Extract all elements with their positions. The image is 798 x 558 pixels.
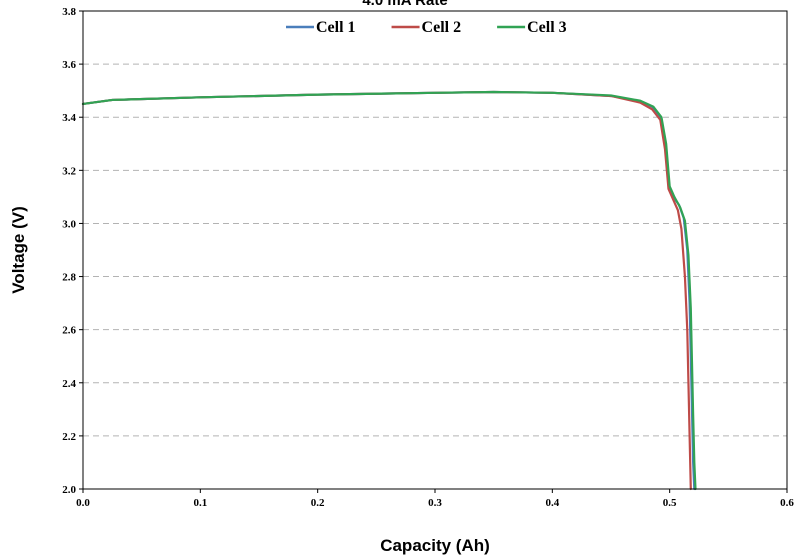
series-lines: [81, 90, 697, 491]
y-tick-label: 2.6: [62, 325, 76, 337]
y-axis-ticks: 2.0 2.2 2.4 2.6 2.8 3.0 3.2 3.4 3.6 3.8: [62, 6, 83, 496]
y-tick-label: 2.8: [62, 272, 76, 284]
y-tick-label: 3.0: [62, 218, 76, 230]
x-tick-label: 0.5: [663, 497, 677, 509]
x-axis-ticks: 0.0 0.1 0.2 0.3 0.4 0.5 0.6: [76, 489, 794, 509]
series-line-cell-2: [81, 90, 692, 491]
chart-title: 4.0 mA Rate: [362, 0, 447, 9]
x-tick-label: 0.4: [545, 497, 559, 509]
y-tick-label: 3.6: [62, 59, 76, 71]
plot-frame: [82, 10, 788, 490]
x-axis-title: Capacity (Ah): [380, 536, 490, 555]
legend-label-cell-2: Cell 2: [422, 19, 462, 36]
x-tick-label: 0.3: [428, 497, 442, 509]
x-tick-label: 0.1: [193, 497, 207, 509]
series-line-cell-3: [81, 90, 697, 491]
series-line-cell-1: [81, 90, 696, 491]
y-tick-label: 2.4: [62, 378, 76, 390]
legend: Cell 1 Cell 2 Cell 3: [286, 19, 567, 36]
legend-label-cell-1: Cell 1: [316, 19, 356, 36]
y-tick-label: 2.2: [62, 431, 76, 443]
legend-label-cell-3: Cell 3: [527, 19, 567, 36]
x-tick-label: 0.6: [780, 497, 794, 509]
y-tick-label: 3.8: [62, 6, 76, 18]
y-tick-label: 3.2: [62, 165, 76, 177]
y-tick-label: 2.0: [62, 484, 76, 496]
x-tick-label: 0.2: [311, 497, 325, 509]
grid-lines: [83, 63, 787, 437]
x-tick-label: 0.0: [76, 497, 90, 509]
y-tick-label: 3.4: [62, 112, 76, 124]
y-axis-title: Voltage (V): [9, 206, 28, 294]
